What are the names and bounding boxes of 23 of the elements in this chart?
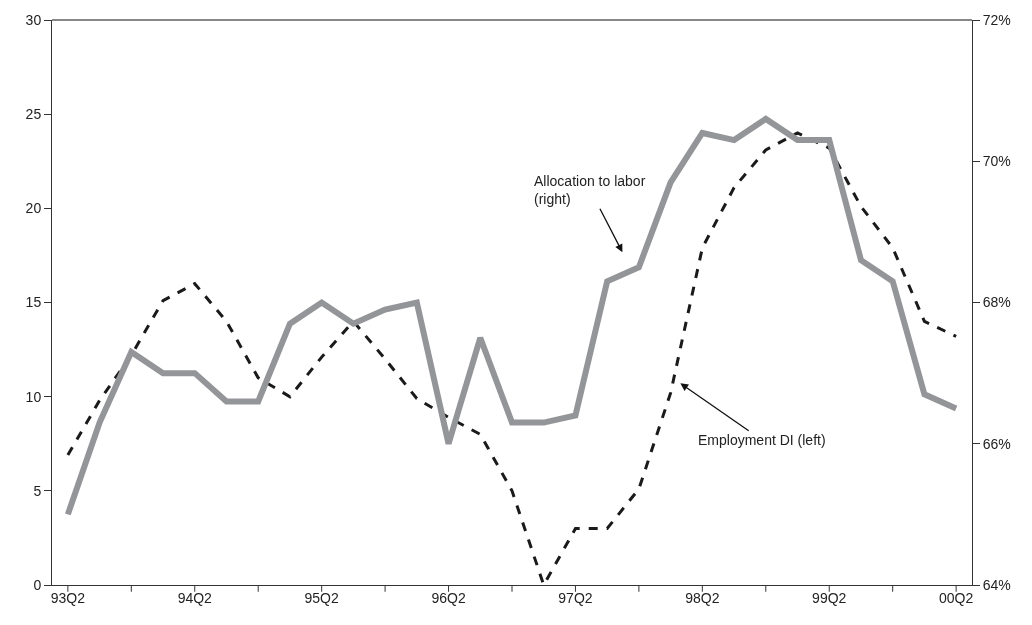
y-tick-label: 20 <box>25 200 42 217</box>
annotation: Allocation to labor (right) <box>534 173 646 208</box>
line-series <box>66 131 958 585</box>
x-tick-label: 93Q2 <box>50 589 86 606</box>
y2-tick-label: 66% <box>982 435 1011 452</box>
x-tick-label: 00Q2 <box>939 589 974 606</box>
y2-tick-label: 70% <box>982 153 1011 170</box>
y-tick-label: 0 <box>33 576 42 593</box>
y-tick-label: 5 <box>33 482 42 499</box>
y-tick-label: 15 <box>25 294 42 311</box>
y-tick-label: 25 <box>25 106 42 123</box>
y-tick-label: 10 <box>25 388 42 405</box>
y2-tick-label: 68% <box>982 294 1011 311</box>
x-tick-label: 98Q2 <box>685 589 720 606</box>
x-tick-label: 96Q2 <box>431 589 466 606</box>
y-tick-label: 30 <box>25 11 42 28</box>
y2-tick-label: 64% <box>982 576 1011 593</box>
annotation: Employment DI (left) <box>698 432 826 448</box>
x-tick-label: 94Q2 <box>177 589 213 606</box>
x-tick-label: 99Q2 <box>812 589 847 606</box>
x-tick-label: 97Q2 <box>558 589 593 606</box>
y2-tick-label: 72% <box>982 11 1011 28</box>
x-tick-label: 95Q2 <box>304 589 339 606</box>
